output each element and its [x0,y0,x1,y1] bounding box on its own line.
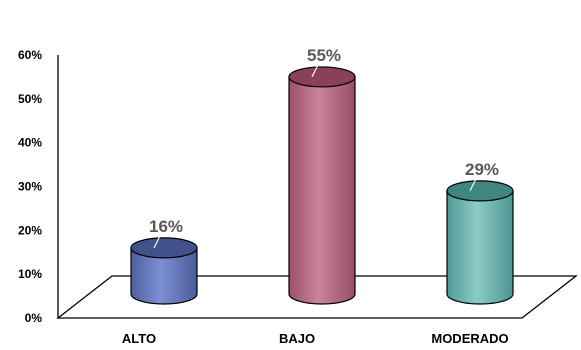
data-label: 16% [149,217,183,236]
y-tick-label: 20% [18,223,42,237]
y-tick-label: 10% [18,267,42,281]
bar-body [446,190,514,305]
y-tick-label: 0% [25,311,43,325]
y-tick-label: 60% [18,48,42,62]
bar-top [446,180,514,202]
y-axis-ticks: 0% 10% 20% 30% 40% 50% 60% [18,48,42,325]
label-leader-line [469,178,477,192]
y-tick-label: 30% [18,180,42,194]
x-category-label: BAJO [279,331,315,346]
data-label: 29% [465,160,499,179]
data-labels: 16% 55% 29% [149,46,499,249]
y-tick-label: 40% [18,136,42,150]
bar-body [288,76,356,305]
data-label: 55% [307,46,341,65]
label-leader-line [153,235,161,249]
bar-bajo [288,66,356,305]
x-category-label: ALTO [122,331,156,346]
x-axis-categories: ALTO BAJO MODERADO [122,331,509,346]
bar-body [130,247,198,305]
bar-moderado [446,180,514,305]
bars [130,66,514,305]
bar-top [130,237,198,259]
bar-alto [130,237,198,305]
y-tick-label: 50% [18,92,42,106]
x-category-label: MODERADO [431,331,508,346]
label-leader-line [311,64,319,78]
bar-top [288,66,356,88]
